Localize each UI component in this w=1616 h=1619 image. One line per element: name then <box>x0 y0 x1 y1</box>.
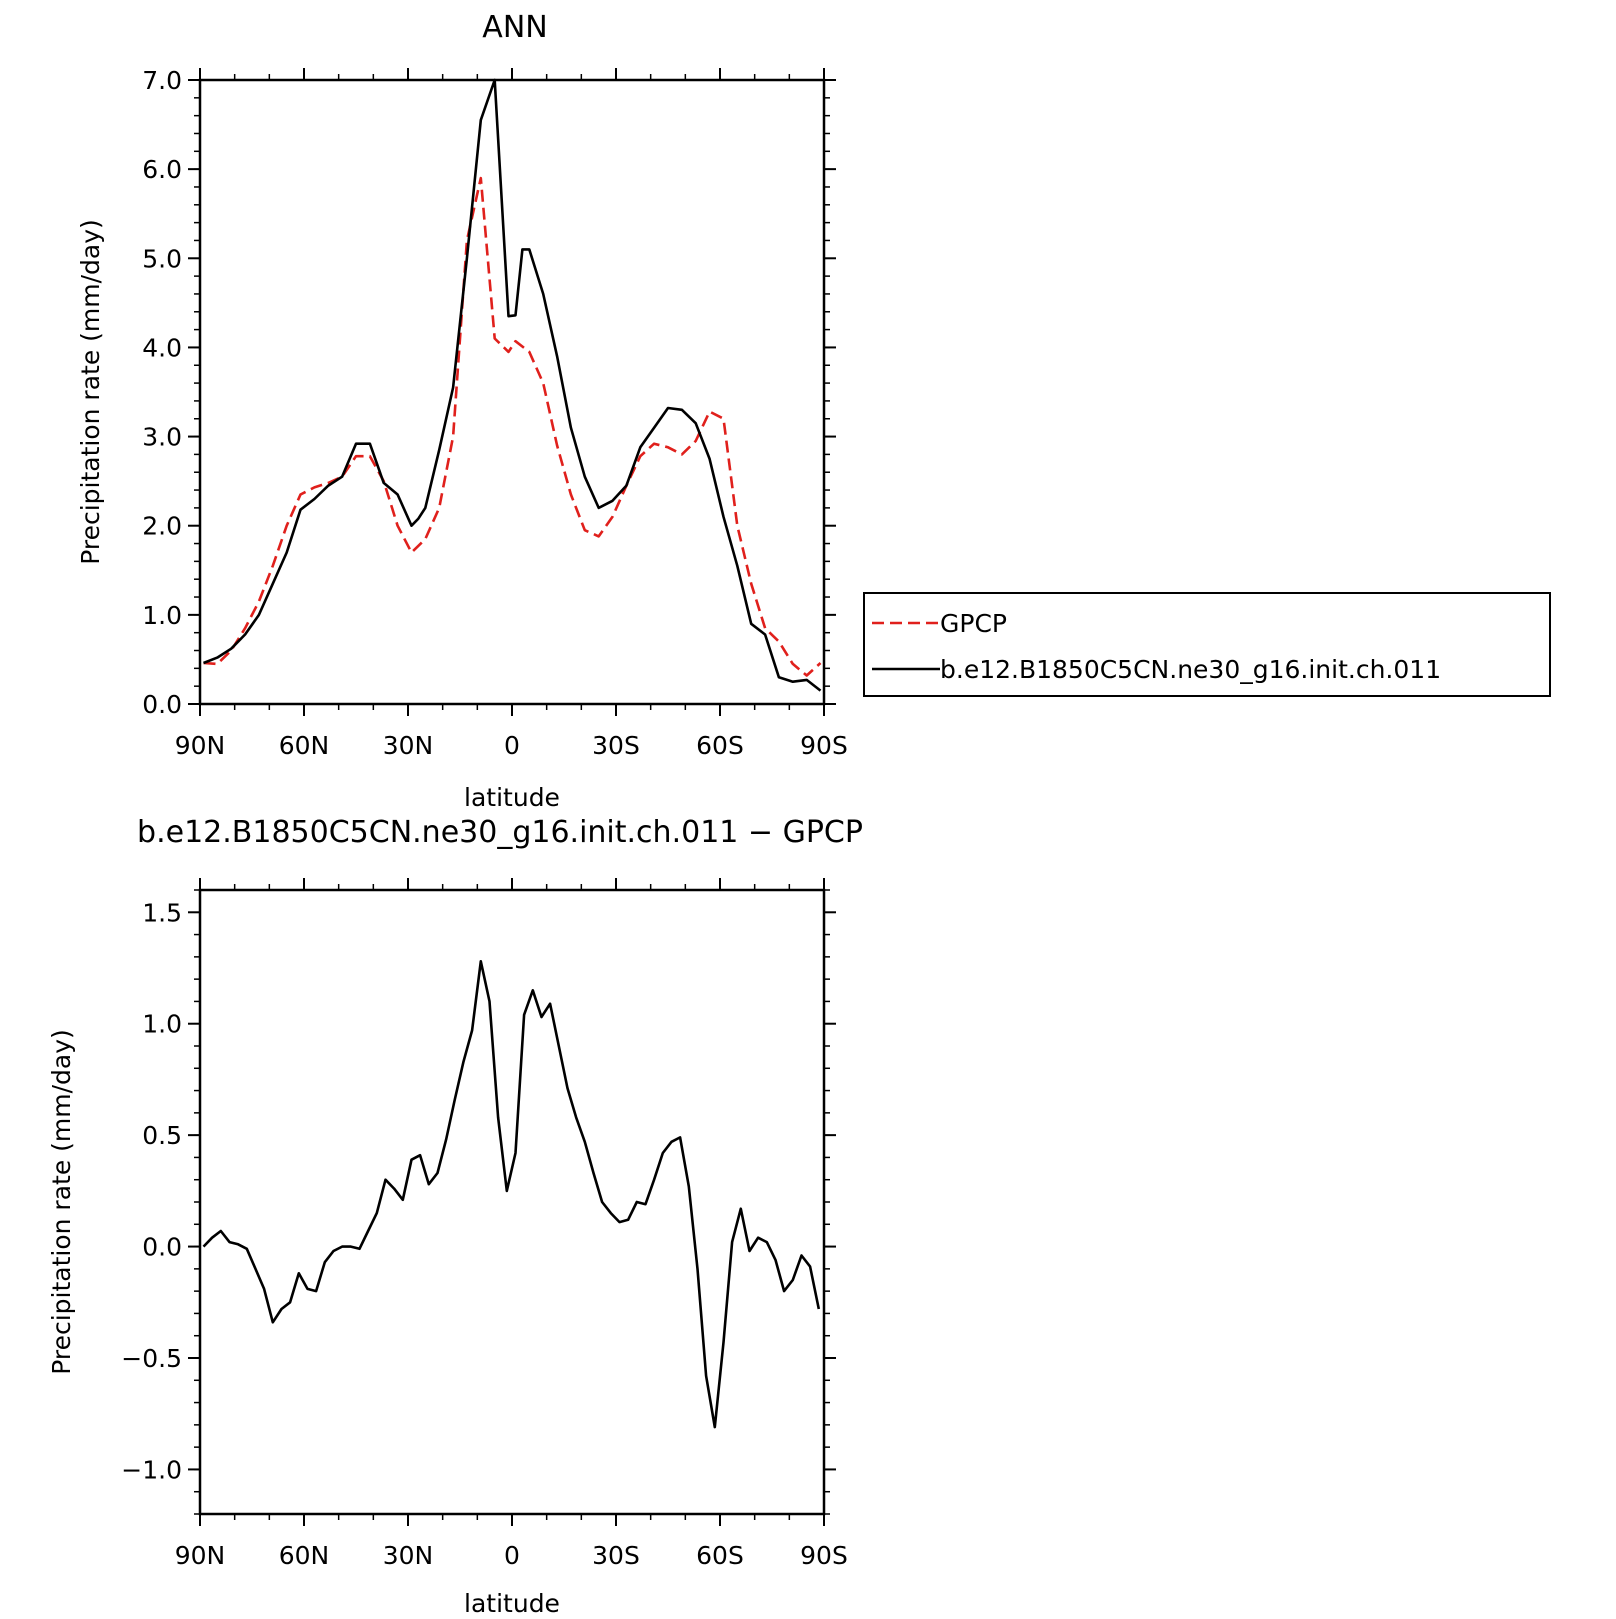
x-tick-label: 90N <box>175 731 226 760</box>
legend-label-model: b.e12.B1850C5CN.ne30_g16.init.ch.011 <box>940 655 1441 684</box>
top-y-axis-label: Precipitation rate (mm/day) <box>76 219 105 565</box>
x-tick-label: 30S <box>592 731 640 760</box>
bottom-x-axis-label: latitude <box>464 1589 560 1618</box>
top-panel: ANN 0.0 1.0 2.0 3.0 4.0 5.0 6.0 7.0 90N 60N 30N 0 3… <box>76 10 848 812</box>
y-tick-label: 3.0 <box>142 423 182 452</box>
top-y-tick-labels: 0.0 1.0 2.0 3.0 4.0 5.0 6.0 7.0 <box>142 66 182 719</box>
legend-label-gpcp: GPCP <box>940 609 1007 638</box>
x-tick-label: 60N <box>279 731 330 760</box>
top-ticks <box>188 68 836 716</box>
bottom-plot-frame <box>198 888 826 1516</box>
bottom-series-lines <box>202 959 821 1429</box>
y-tick-label: 2.0 <box>142 512 182 541</box>
x-tick-label: 60N <box>279 1541 330 1570</box>
bottom-y-tick-labels: −1.0 −0.5 0.0 0.5 1.0 1.5 <box>121 898 182 1484</box>
bottom-ticks <box>188 878 836 1526</box>
bottom-panel: b.e12.B1850C5CN.ne30_g16.init.ch.011 − G… <box>47 815 863 1618</box>
y-tick-label: 1.5 <box>142 898 182 927</box>
x-tick-label: 90N <box>175 1541 226 1570</box>
y-tick-label: 0.5 <box>142 1121 182 1150</box>
series-line-model <box>203 78 822 692</box>
series-line-model <box>202 959 821 1429</box>
y-tick-label: −0.5 <box>121 1344 182 1373</box>
top-plot-frame <box>198 78 826 706</box>
legend: GPCP b.e12.B1850C5CN.ne30_g16.init.ch.01… <box>863 592 1551 697</box>
x-tick-label: 30N <box>383 731 434 760</box>
bottom-x-tick-labels: 90N 60N 30N 0 30S 60S 90S <box>175 1541 848 1570</box>
x-tick-label: 90S <box>800 731 848 760</box>
top-x-axis-label: latitude <box>464 783 560 812</box>
x-tick-label: 60S <box>696 731 744 760</box>
x-tick-label: 0 <box>504 731 520 760</box>
x-tick-label: 60S <box>696 1541 744 1570</box>
top-series-lines <box>203 78 822 692</box>
y-tick-label: 1.0 <box>142 601 182 630</box>
y-tick-label: 6.0 <box>142 155 182 184</box>
x-tick-label: 0 <box>504 1541 520 1570</box>
legend-box <box>863 592 1551 697</box>
x-tick-label: 30S <box>592 1541 640 1570</box>
x-tick-label: 30N <box>383 1541 434 1570</box>
top-x-tick-labels: 90N 60N 30N 0 30S 60S 90S <box>175 731 848 760</box>
y-tick-label: 0.0 <box>142 690 182 719</box>
top-chart-title: ANN <box>482 10 547 45</box>
y-tick-label: 1.0 <box>142 1010 182 1039</box>
y-tick-label: 0.0 <box>142 1233 182 1262</box>
y-tick-label: 7.0 <box>142 66 182 95</box>
y-tick-label: 5.0 <box>142 244 182 273</box>
bottom-chart-title: b.e12.B1850C5CN.ne30_g16.init.ch.011 − G… <box>137 815 863 850</box>
x-tick-label: 90S <box>800 1541 848 1570</box>
y-tick-label: −1.0 <box>121 1455 182 1484</box>
series-line-gpcp <box>203 176 822 677</box>
y-tick-label: 4.0 <box>142 333 182 362</box>
bottom-y-axis-label: Precipitation rate (mm/day) <box>47 1029 76 1375</box>
